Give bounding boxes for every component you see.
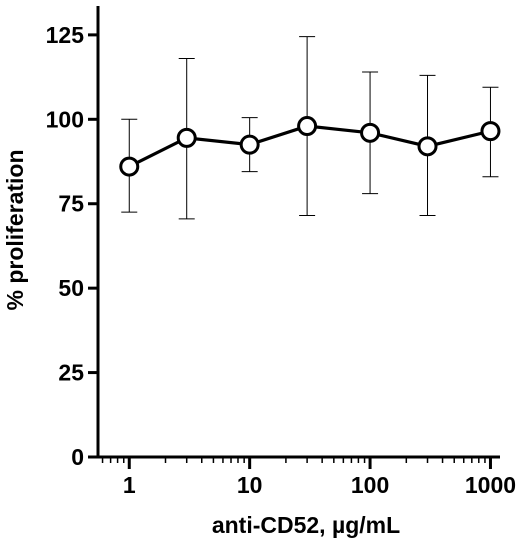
data-point — [417, 136, 438, 157]
y-tick-label: 125 — [46, 22, 85, 48]
y-tick-label: 25 — [58, 360, 84, 386]
y-axis-title: % proliferation — [2, 149, 28, 310]
y-tick-label: 75 — [58, 191, 84, 217]
x-axis-ticks: 1 10 100 1000 — [101, 457, 516, 498]
x-tick-label: 100 — [351, 472, 389, 498]
data-markers — [119, 116, 501, 177]
plot-area — [119, 36, 501, 220]
data-point — [176, 127, 197, 148]
y-tick-label: 0 — [71, 444, 84, 470]
data-point — [297, 116, 318, 137]
y-tick-label: 50 — [58, 275, 84, 301]
y-tick-label: 100 — [46, 106, 84, 132]
x-tick-label: 1 — [123, 472, 136, 498]
x-tick-label: 10 — [237, 472, 263, 498]
x-axis-title: anti-CD52, µg/mL — [212, 512, 400, 538]
data-point — [119, 156, 140, 177]
y-axis-ticks: 0 25 50 75 100 125 — [46, 22, 98, 470]
x-tick-label: 1000 — [465, 472, 516, 498]
data-point — [360, 122, 381, 143]
data-point — [239, 134, 260, 155]
data-point — [480, 121, 501, 142]
